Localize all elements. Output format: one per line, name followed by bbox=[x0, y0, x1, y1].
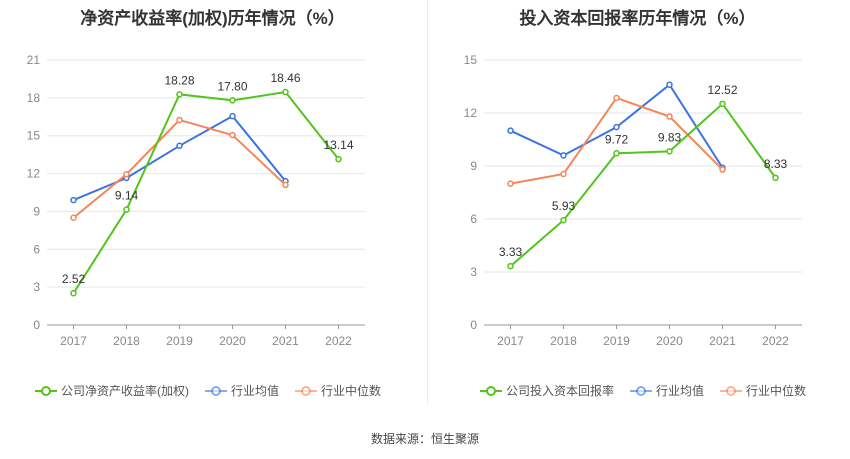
data-label: 9.83 bbox=[658, 130, 682, 144]
y-tick-label: 0 bbox=[470, 318, 477, 332]
series-line bbox=[73, 114, 287, 201]
legend-label: 行业均值 bbox=[231, 384, 280, 398]
x-tick-label: 2017 bbox=[497, 334, 524, 348]
series-line bbox=[72, 90, 340, 294]
data-label: 17.80 bbox=[217, 79, 247, 93]
data-source: 数据来源：恒生聚源 bbox=[370, 432, 479, 446]
data-point bbox=[613, 123, 620, 131]
legend-marker-icon bbox=[720, 385, 743, 396]
data-label: 8.33 bbox=[764, 157, 788, 171]
data-point bbox=[229, 97, 236, 104]
legend-roe: 公司净资产收益率(加权) 行业均值 行业中位数 bbox=[35, 382, 381, 399]
data-point bbox=[666, 81, 673, 88]
y-tick-label: 6 bbox=[470, 212, 477, 226]
legend-item[interactable]: 行业中位数 bbox=[295, 382, 381, 399]
data-point bbox=[507, 262, 514, 270]
x-tick-label: 2017 bbox=[60, 334, 87, 348]
legend-marker-icon bbox=[205, 385, 227, 396]
y-tick-label: 15 bbox=[27, 129, 41, 143]
y-tick-label: 15 bbox=[464, 53, 478, 67]
x-tick-label: 2022 bbox=[762, 334, 789, 348]
y-tick-label: 21 bbox=[27, 53, 41, 67]
data-point bbox=[123, 170, 130, 178]
y-tick-label: 3 bbox=[33, 280, 40, 294]
x-tick-label: 2020 bbox=[219, 334, 246, 348]
data-point bbox=[282, 181, 289, 189]
y-tick-label: 18 bbox=[27, 91, 41, 105]
series-line bbox=[72, 118, 287, 219]
data-label: 5.93 bbox=[552, 199, 576, 213]
x-tick-label: 2018 bbox=[550, 334, 577, 348]
data-label: 3.33 bbox=[499, 245, 523, 259]
y-tick-label: 0 bbox=[33, 318, 40, 332]
data-point bbox=[719, 166, 726, 173]
data-label: 9.72 bbox=[605, 132, 629, 146]
data-point bbox=[229, 131, 236, 139]
legend-item[interactable]: 行业中位数 bbox=[720, 382, 806, 399]
x-tick-label: 2021 bbox=[272, 334, 299, 348]
data-point bbox=[176, 116, 183, 124]
legend-item[interactable]: 公司净资产收益率(加权) bbox=[35, 382, 189, 399]
chart-title-roe: 净资产收益率(加权)历年情况（%） bbox=[80, 9, 345, 28]
y-tick-label: 12 bbox=[27, 167, 41, 181]
x-tick-label: 2021 bbox=[709, 334, 736, 348]
data-label: 12.52 bbox=[707, 83, 737, 97]
legend-item[interactable]: 公司投入资本回报率 bbox=[480, 382, 614, 399]
legend-marker-icon bbox=[35, 385, 57, 396]
data-label: 9.14 bbox=[115, 189, 139, 203]
data-point bbox=[70, 289, 77, 297]
data-point bbox=[229, 112, 236, 120]
data-point bbox=[335, 155, 342, 163]
legend-marker-icon bbox=[295, 385, 318, 396]
data-label: 18.46 bbox=[270, 71, 300, 85]
data-point bbox=[666, 148, 673, 155]
y-tick-label: 9 bbox=[470, 159, 477, 173]
legend-label: 行业中位数 bbox=[321, 384, 382, 398]
legend-marker-icon bbox=[480, 385, 502, 396]
data-point bbox=[123, 206, 130, 213]
chart-title-roic: 投入资本回报率历年情况（%） bbox=[519, 9, 756, 28]
data-point bbox=[719, 100, 726, 108]
data-point bbox=[507, 180, 514, 187]
data-point bbox=[560, 152, 567, 159]
legend-item[interactable]: 行业均值 bbox=[205, 382, 279, 399]
x-tick-label: 2020 bbox=[656, 334, 683, 348]
legend-marker-icon bbox=[630, 385, 653, 396]
data-point bbox=[70, 196, 77, 204]
data-point bbox=[560, 216, 567, 224]
y-tick-label: 3 bbox=[470, 265, 477, 279]
data-point bbox=[70, 214, 77, 221]
data-label: 2.52 bbox=[62, 272, 86, 286]
legend-item[interactable]: 行业均值 bbox=[630, 382, 704, 399]
x-tick-label: 2022 bbox=[325, 334, 352, 348]
y-tick-label: 9 bbox=[33, 204, 40, 218]
data-point bbox=[613, 94, 620, 102]
data-point bbox=[176, 142, 183, 150]
data-point bbox=[282, 88, 289, 96]
x-tick-label: 2019 bbox=[603, 334, 630, 348]
legend-label: 行业均值 bbox=[656, 384, 705, 398]
y-tick-label: 6 bbox=[33, 242, 40, 256]
series-line bbox=[509, 102, 777, 267]
divider bbox=[427, 0, 428, 405]
data-label: 18.28 bbox=[164, 73, 194, 87]
data-point bbox=[772, 174, 779, 182]
x-tick-label: 2019 bbox=[166, 334, 193, 348]
data-point bbox=[507, 127, 514, 134]
legend-label: 公司净资产收益率(加权) bbox=[61, 384, 189, 398]
x-tick-label: 2018 bbox=[113, 334, 140, 348]
legend-roic: 公司投入资本回报率 行业均值 行业中位数 bbox=[480, 382, 806, 399]
data-label: 13.14 bbox=[323, 138, 353, 152]
y-tick-label: 12 bbox=[464, 106, 478, 120]
legend-label: 行业中位数 bbox=[746, 384, 807, 398]
legend-label: 公司投入资本回报率 bbox=[506, 384, 615, 398]
data-point bbox=[613, 150, 620, 157]
data-point bbox=[176, 91, 183, 98]
data-point bbox=[666, 113, 673, 120]
data-point bbox=[560, 170, 567, 178]
